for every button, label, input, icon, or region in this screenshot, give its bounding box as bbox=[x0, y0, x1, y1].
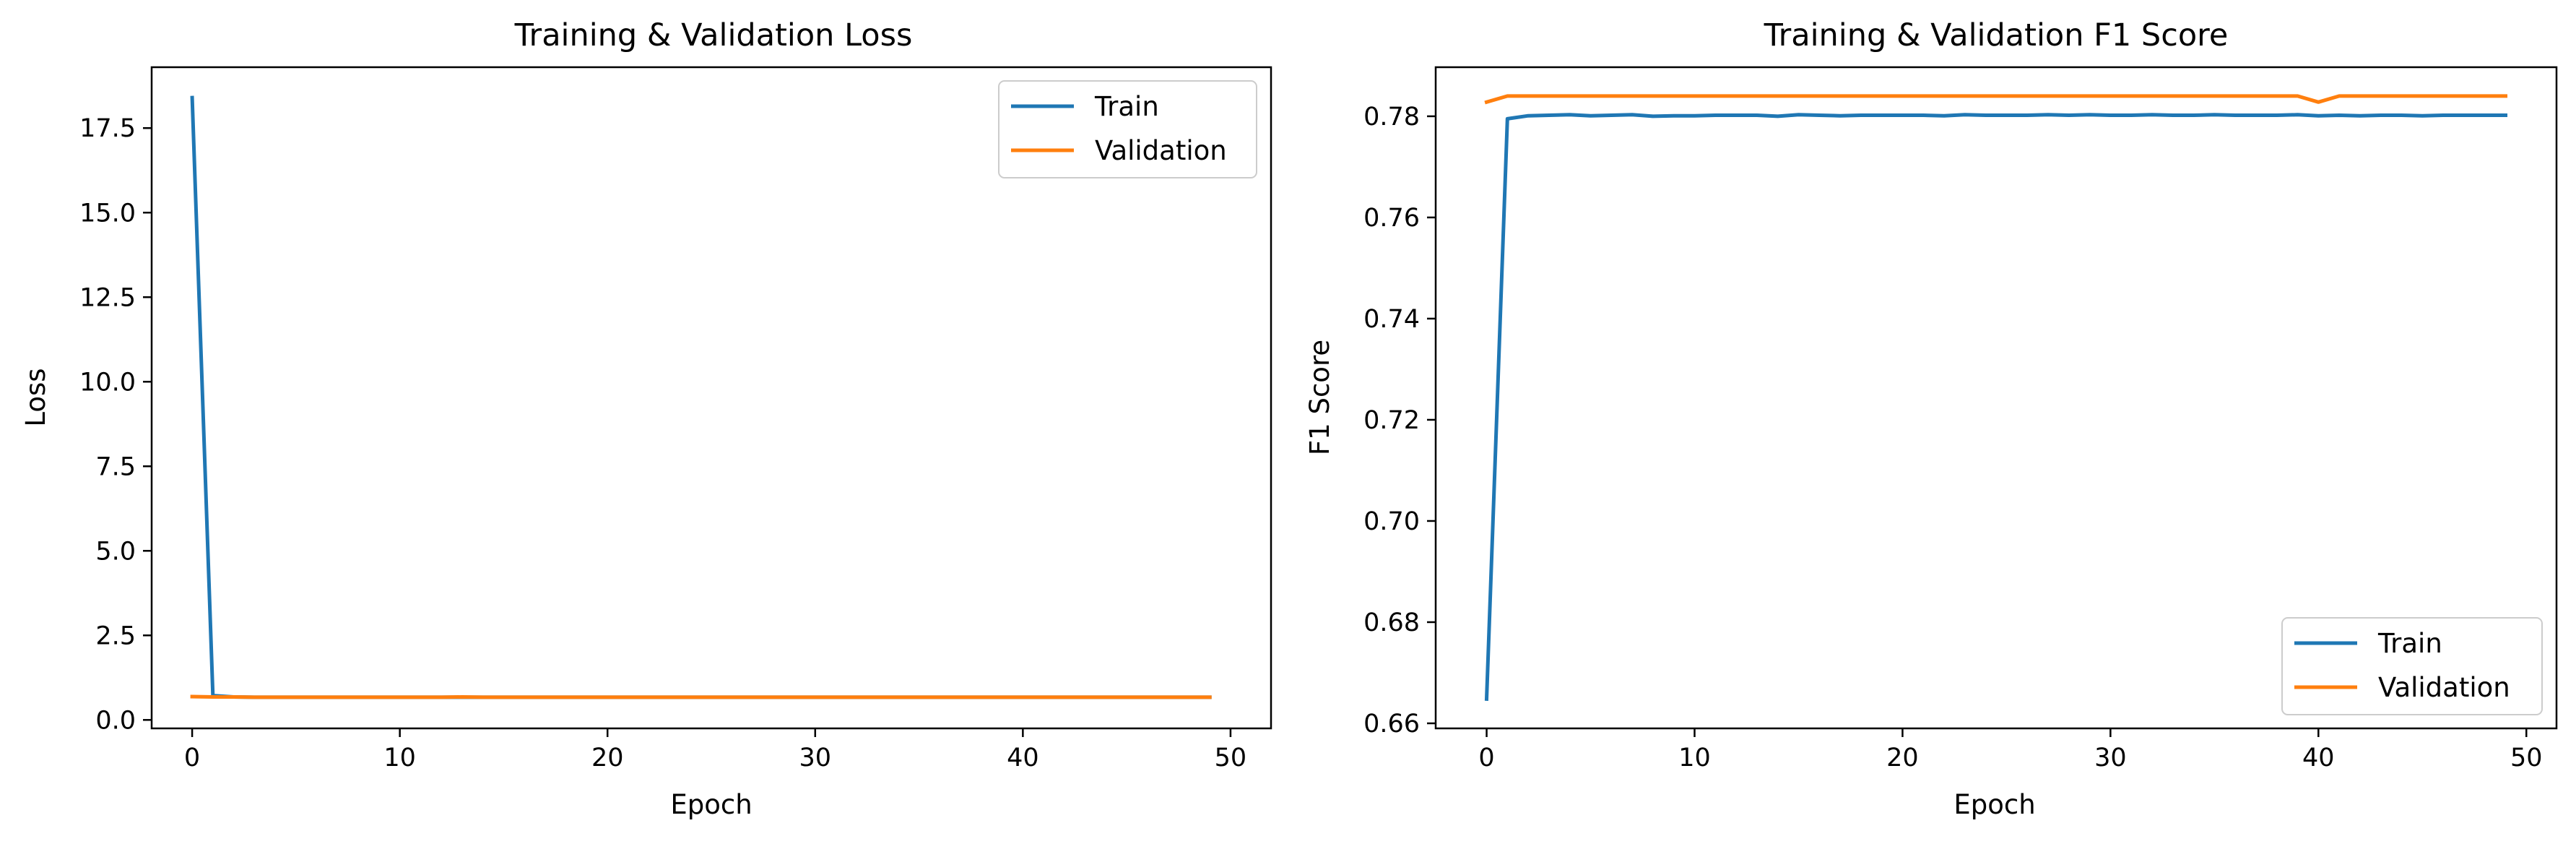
f1-y-axis-label: F1 Score bbox=[1304, 340, 1335, 455]
f1-x-tick-label: 30 bbox=[2094, 744, 2127, 772]
loss-x-tick-label: 40 bbox=[1007, 744, 1039, 772]
f1-x-tick-label: 0 bbox=[1478, 744, 1494, 772]
loss-series-line-train bbox=[190, 95, 1212, 699]
f1-y-tick-label: 0.76 bbox=[1363, 204, 1420, 233]
f1-x-tick-label: 10 bbox=[1678, 744, 1711, 772]
f1-y-tick-label: 0.66 bbox=[1363, 710, 1420, 738]
f1-legend: Train Validation bbox=[2281, 617, 2543, 715]
loss-legend-validation-label: Validation bbox=[1095, 135, 1227, 166]
loss-plot-frame bbox=[150, 66, 1272, 730]
f1-y-ticks: 0.66 0.68 0.70 0.72 0.74 0.76 0.78 bbox=[1363, 103, 1436, 738]
loss-y-tick-label: 12.5 bbox=[79, 283, 136, 312]
loss-y-tick-label: 7.5 bbox=[95, 452, 136, 481]
loss-x-tick-label: 50 bbox=[1215, 744, 1247, 772]
f1-series-line-validation bbox=[1484, 94, 2507, 105]
f1-y-tick-label: 0.72 bbox=[1363, 406, 1420, 435]
f1-x-tick-label: 20 bbox=[1886, 744, 1919, 772]
loss-legend: Train Validation bbox=[998, 80, 1257, 178]
f1-chart: Training & Validation F1 Score 0 10 20 30 40… bbox=[1304, 17, 2558, 820]
loss-y-tick-label: 10.0 bbox=[79, 368, 136, 397]
loss-x-tick-label: 0 bbox=[184, 744, 200, 772]
f1-x-tick-label: 40 bbox=[2302, 744, 2335, 772]
loss-y-tick-label: 15.0 bbox=[79, 199, 136, 228]
loss-series-lines bbox=[190, 95, 1212, 699]
f1-chart-title: Training & Validation F1 Score bbox=[1764, 17, 2229, 53]
f1-y-tick-label: 0.74 bbox=[1363, 305, 1420, 334]
loss-y-tick-label: 17.5 bbox=[79, 114, 136, 143]
loss-x-ticks: 0 10 20 30 40 50 bbox=[184, 728, 1246, 772]
f1-y-tick-label: 0.68 bbox=[1363, 608, 1420, 637]
loss-x-tick-label: 20 bbox=[591, 744, 624, 772]
loss-y-axis-label: Loss bbox=[20, 368, 51, 426]
loss-x-tick-label: 30 bbox=[799, 744, 832, 772]
f1-legend-validation-label: Validation bbox=[2378, 672, 2510, 703]
loss-chart-title: Training & Validation Loss bbox=[514, 17, 913, 53]
f1-x-ticks: 0 10 20 30 40 50 bbox=[1478, 728, 2543, 772]
loss-x-tick-label: 10 bbox=[383, 744, 416, 772]
loss-y-tick-label: 0.0 bbox=[95, 706, 136, 735]
f1-x-axis-label: Epoch bbox=[1953, 789, 2035, 820]
loss-x-axis-label: Epoch bbox=[670, 789, 752, 820]
f1-series-line-train bbox=[1484, 113, 2507, 701]
loss-y-tick-label: 5.0 bbox=[95, 537, 136, 566]
f1-series-lines bbox=[1484, 94, 2507, 701]
loss-chart: Training & Validation Loss 0 10 20 30 40 50 0… bbox=[20, 17, 1272, 820]
f1-y-tick-label: 0.70 bbox=[1363, 507, 1420, 536]
loss-legend-train-label: Train bbox=[1094, 91, 1159, 122]
f1-legend-train-label: Train bbox=[2377, 628, 2442, 659]
f1-y-tick-label: 0.78 bbox=[1363, 103, 1420, 132]
f1-plot-frame bbox=[1434, 66, 2558, 730]
loss-y-tick-label: 2.5 bbox=[95, 621, 136, 650]
loss-y-ticks: 0.0 2.5 5.0 7.5 10.0 12.5 15.0 17.5 bbox=[79, 114, 152, 735]
f1-x-tick-label: 50 bbox=[2510, 744, 2543, 772]
